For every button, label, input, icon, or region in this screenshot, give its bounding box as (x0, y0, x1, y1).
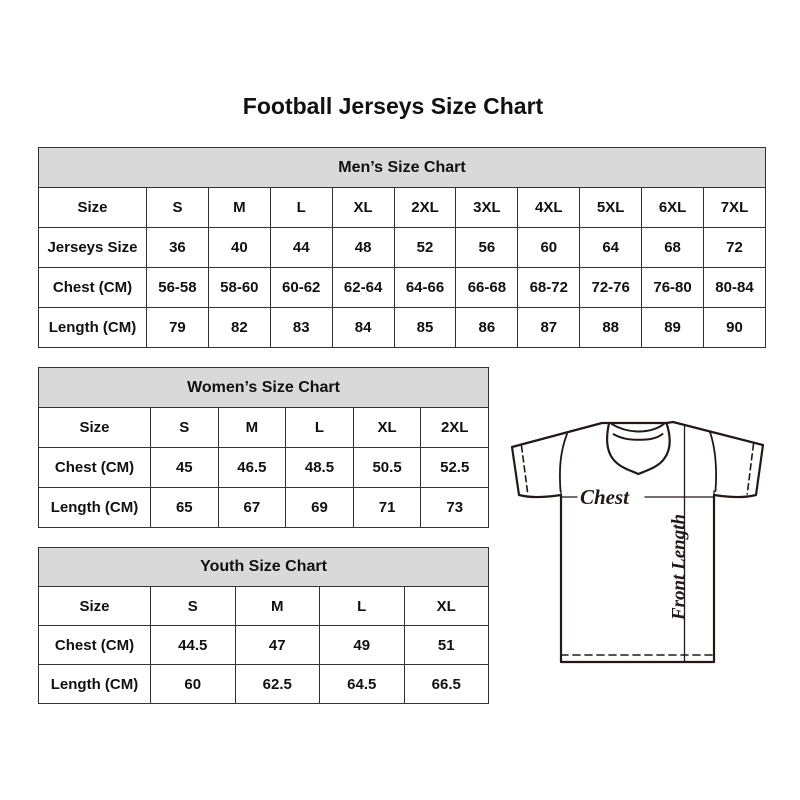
svg-text:Front Length: Front Length (669, 514, 690, 621)
svg-text:Chest: Chest (580, 485, 630, 509)
